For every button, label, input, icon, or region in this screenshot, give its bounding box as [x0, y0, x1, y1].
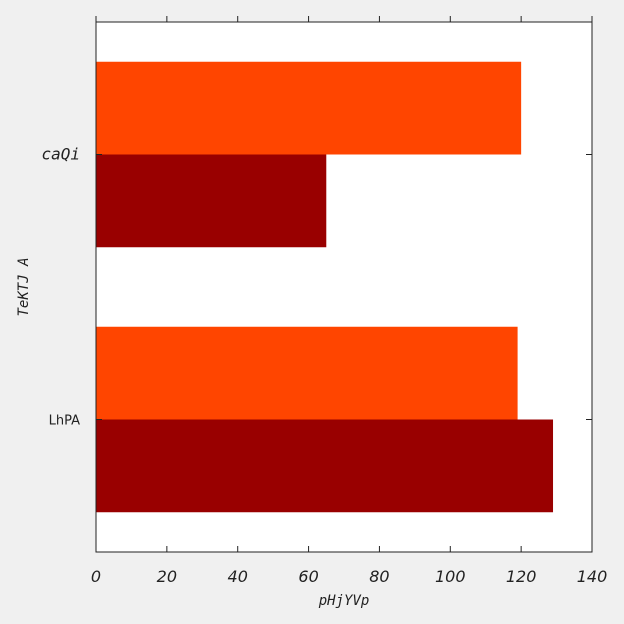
y-ticks: caQi LhPA: [41, 145, 592, 429]
bar-caQi-series-1: [96, 61, 522, 155]
y-tick-label: LhPA: [49, 414, 80, 429]
y-tick-label: caQi: [41, 145, 80, 164]
x-tick-label: 60: [298, 567, 318, 586]
x-axis-label: pHjYVp: [318, 593, 370, 609]
x-tick-label: 20: [157, 567, 177, 586]
x-tick-label: 140: [577, 567, 608, 586]
x-tick-label: 40: [228, 567, 248, 586]
bar-caQi-series-2: [96, 154, 327, 248]
plot-frame: [95, 21, 593, 553]
x-ticks: 0 20 40 60 80 100 120 140: [91, 16, 607, 586]
x-tick-label: 80: [369, 567, 389, 586]
bars-group: [96, 61, 554, 513]
x-tick-label: 0: [91, 567, 101, 586]
bar-LhPA-series-1: [96, 326, 518, 420]
x-tick-label: 100: [435, 567, 466, 586]
x-tick-label: 120: [506, 567, 537, 586]
y-axis-label: TeKTJ A: [16, 257, 32, 316]
bar-LhPA-series-2: [96, 419, 554, 513]
